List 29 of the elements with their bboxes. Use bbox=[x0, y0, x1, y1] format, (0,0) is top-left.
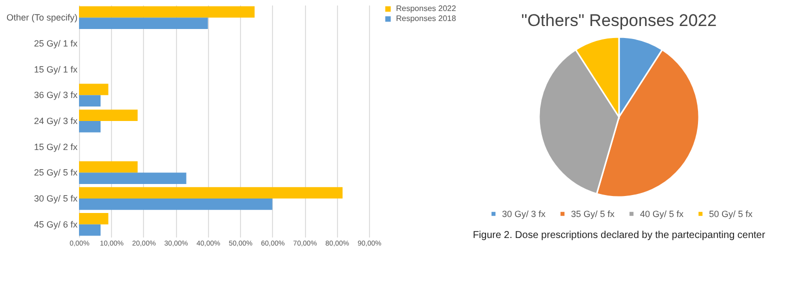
chart-title: "Others" Responses 2022 bbox=[521, 11, 717, 30]
y-tick-label: 36 Gy/ 3 fx bbox=[34, 90, 78, 100]
legend-label: Responses 2018 bbox=[396, 14, 457, 23]
y-tick-label: 15 Gy/ 2 fx bbox=[34, 142, 78, 152]
caption: Figure 2. Dose prescriptions declared by the partecipanting center bbox=[472, 230, 766, 241]
y-tick-label: 24 Gy/ 3 fx bbox=[34, 116, 78, 126]
y-tick-label: 25 Gy/ 5 fx bbox=[34, 168, 78, 178]
bar bbox=[79, 18, 208, 30]
legend-label: 40 Gy/ 5 fx bbox=[640, 208, 684, 219]
legend-label: 50 Gy/ 5 fx bbox=[709, 208, 754, 219]
bar bbox=[79, 161, 138, 173]
legend-label: 35 Gy/ 5 fx bbox=[571, 208, 616, 219]
bar bbox=[79, 84, 108, 96]
bar bbox=[79, 212, 108, 224]
bar bbox=[79, 95, 101, 107]
bar bbox=[79, 224, 101, 236]
bar bbox=[79, 110, 138, 121]
legend-label: 30 Gy/ 3 fx bbox=[502, 208, 546, 219]
y-tick-label: Other (To specify) bbox=[6, 12, 78, 23]
bar bbox=[79, 6, 255, 18]
y-tick-label: 25 Gy/ 1 fx bbox=[34, 38, 78, 48]
bar bbox=[79, 198, 272, 210]
y-tick-label: 15 Gy/ 1 fx bbox=[34, 64, 78, 74]
legend-label: Responses 2022 bbox=[396, 4, 457, 13]
bar bbox=[79, 172, 186, 184]
bar bbox=[79, 121, 101, 132]
y-tick-label: 45 Gy/ 6 fx bbox=[34, 219, 78, 230]
y-tick-label: 30 Gy/ 5 fx bbox=[34, 194, 78, 204]
bar bbox=[79, 187, 343, 199]
